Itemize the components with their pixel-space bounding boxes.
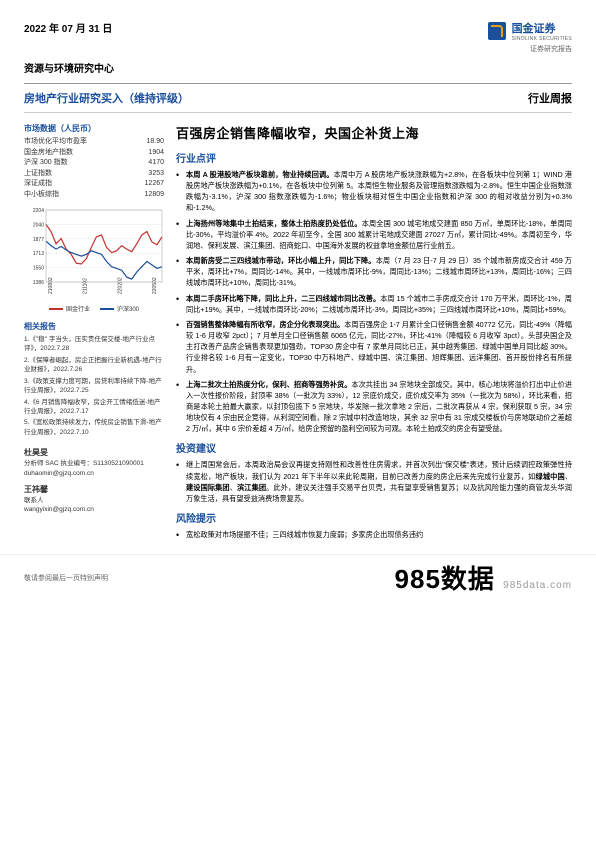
- section-head-1: 投资建议: [176, 440, 572, 455]
- report-date: 2022 年 07 月 31 日: [24, 20, 112, 35]
- author-name-1: 王祎馨: [24, 484, 164, 495]
- author-role-0: 分析师 SAC 执业编号：S1130521090001: [24, 459, 164, 468]
- author-email-0: duhaomin@gjzq.com.cn: [24, 469, 164, 478]
- section-head-0: 行业点评: [176, 150, 572, 165]
- svg-text:1550: 1550: [33, 266, 44, 272]
- svg-text:1713: 1713: [33, 251, 44, 257]
- author-role-1: 联系人: [24, 496, 164, 505]
- market-label: 上证指数: [24, 169, 52, 180]
- market-value: 3253: [148, 169, 164, 180]
- research-center-label: 资源与环境研究中心: [24, 60, 572, 75]
- market-value: 18.90: [146, 137, 164, 148]
- market-label: 中小板综指: [24, 190, 59, 201]
- related-report-item: 1.《"稳" 字当头，压实责任保交楼-地产行业点评》，2022.7.28: [24, 335, 164, 354]
- report-type-label: 证券研究报告: [488, 44, 572, 54]
- legend-swatch-1: [100, 308, 114, 310]
- report-category: 行业周报: [528, 90, 572, 106]
- company-name-cn: 国金证券: [512, 20, 572, 36]
- section-head-2: 风险提示: [176, 510, 572, 525]
- related-reports-list: 1.《"稳" 字当头，压实责任保交楼-地产行业点评》，2022.7.28 2.《…: [24, 335, 164, 437]
- company-name-en: SINOLINK SECURITIES: [512, 36, 572, 42]
- footer-brand: 985数据 985data.com: [395, 559, 572, 596]
- market-value: 12267: [145, 179, 164, 190]
- legend-swatch-0: [49, 308, 63, 310]
- author-email-1: wangyixin@gjzq.com.cn: [24, 505, 164, 514]
- market-label: 国金房地产指数: [24, 148, 73, 159]
- market-data-table: 市场优化平均市盈率 18.90 国金房地产指数 1904 沪深 300 指数 4170…: [24, 137, 164, 200]
- svg-text:211102: 211102: [83, 278, 89, 294]
- market-data-title: 市场数据（人民币）: [24, 123, 164, 134]
- report-sector-rating: 房地产行业研究买入（维持评级）: [24, 90, 189, 106]
- footer-disclaimer: 敬请参阅最后一页特别声明: [24, 573, 108, 583]
- footer-url: 985data.com: [503, 580, 572, 591]
- market-label: 市场优化平均市盈率: [24, 137, 87, 148]
- bullet-item: 继上周国常会后，本周政治局会议再提支持刚性和改善性住房需求，并首次列出"保交楼"…: [176, 459, 572, 504]
- bullet-item: 上海扬州等地集中土拍结束，整体土拍热度扔处低位。本周全国 300 城宅地成交建面…: [176, 218, 572, 251]
- svg-text:210802: 210802: [48, 277, 54, 294]
- bullet-item: 本周新房受二三四线城市带动，环比小幅上升，同比下降。本周（7 月 23 日-7 …: [176, 255, 572, 288]
- related-report-item: 3.《政策支撑力度可期，房贷利率持续下降-地产行业周报》，2022.7.25: [24, 377, 164, 396]
- svg-text:220502: 220502: [152, 277, 158, 294]
- bullet-item: 百强销售整体降幅有所收窄，房企分化表现突出。本周百强房企 1-7 月累计全口径销…: [176, 319, 572, 375]
- related-reports-title: 相关报告: [24, 321, 164, 332]
- author-name-0: 杜昊旻: [24, 447, 164, 458]
- svg-text:220202: 220202: [117, 277, 123, 294]
- market-value: 12809: [145, 190, 164, 201]
- svg-text:2204: 2204: [33, 208, 44, 214]
- related-report-item: 4.《6 月销售降幅收窄，房企开工情绪低迷-地产行业周报》，2022.7.17: [24, 398, 164, 417]
- bullet-item: 宽松政策对市场提振不佳；三四线城市恢复力度弱；多家房企出现债务违约: [176, 529, 572, 540]
- company-logo-icon: [488, 22, 506, 40]
- svg-text:1877: 1877: [33, 237, 44, 243]
- market-label: 沪深 300 指数: [24, 158, 68, 169]
- bullet-item: 上海二批次土拍热度分化，保利、招商等强势补货。本次共挂出 34 宗地块全部成交。…: [176, 379, 572, 435]
- svg-text:1386: 1386: [33, 280, 44, 286]
- market-value: 1904: [148, 148, 164, 159]
- bullet-item: 本周二手房环比略下降，同比上升，二三四线城市同比改善。本周 15 个城市二手房成…: [176, 293, 572, 315]
- index-comparison-chart: 2204 2040 1877 1713 1550 1386 210802 211102 2202…: [24, 206, 164, 296]
- legend-label-1: 沪深300: [117, 304, 139, 313]
- logo-block: 国金证券 SINOLINK SECURITIES 证券研究报告: [488, 20, 572, 54]
- market-value: 4170: [148, 158, 164, 169]
- related-report-item: 2.《保障者崛起，房企正把握行业新机遇-地产行业财报》，2022.7.26: [24, 356, 164, 375]
- svg-text:2040: 2040: [33, 222, 44, 228]
- bullet-item: 本周 A 股港股地产板块靠前，物业持续回调。本周中万 A 股房地产板块涨跌幅为+…: [176, 169, 572, 214]
- market-label: 深证成指: [24, 179, 52, 190]
- related-report-item: 5.《宽松政策持续发力，传统房企销售下滑-地产行业周报》，2022.7.10: [24, 418, 164, 437]
- page-title: 百强房企销售降幅收窄，央国企补货上海: [176, 123, 572, 142]
- chart-legend: 国金行业 沪深300: [24, 304, 164, 313]
- legend-label-0: 国金行业: [66, 304, 90, 313]
